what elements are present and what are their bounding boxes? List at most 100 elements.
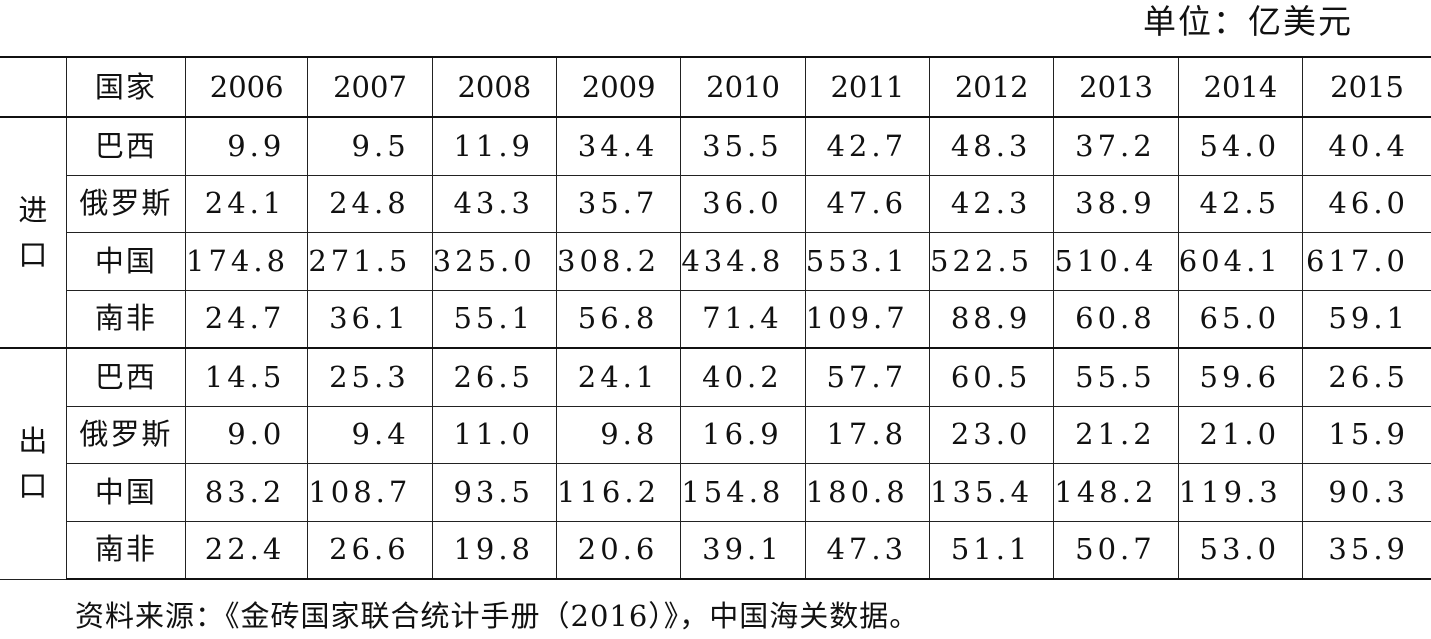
table-row: 中国 83.2 108.7 93.5 116.2 154.8 180.8 135.4 148.2… [0, 463, 1431, 522]
value-cell: 24.1 [184, 175, 308, 233]
value-cell: 16.9 [680, 406, 806, 464]
year-header: 2015 [1302, 56, 1431, 118]
value-cell: 108.7 [307, 463, 433, 522]
value-cell: 60.5 [929, 347, 1054, 407]
value-cell: 109.7 [804, 290, 930, 349]
table-body: 国家 2006 2007 2008 2009 2010 2011 2012 20… [0, 56, 1431, 580]
value-cell: 174.8 [184, 232, 308, 291]
value-cell: 47.6 [804, 175, 930, 233]
value-cell: 55.5 [1053, 347, 1179, 407]
value-cell: 47.3 [804, 521, 930, 580]
year-header: 2014 [1177, 56, 1303, 118]
value-cell: 40.2 [680, 347, 806, 407]
year-header: 2011 [804, 56, 930, 118]
value-cell: 48.3 [929, 116, 1054, 176]
value-cell: 83.2 [184, 463, 308, 522]
value-cell: 42.5 [1177, 175, 1303, 233]
value-cell: 90.3 [1302, 463, 1431, 522]
trade-table: 国家 2006 2007 2008 2009 2010 2011 2012 20… [0, 56, 1431, 580]
value-cell: 21.0 [1177, 406, 1303, 464]
table-row: 进口巴西 9.9 9.5 11.9 34.4 35.5 42.7 48.3 37.2 54.0 40… [0, 116, 1431, 349]
value-cell: 119.3 [1177, 463, 1303, 522]
value-cell: 56.8 [556, 290, 681, 349]
value-cell: 116.2 [556, 463, 681, 522]
value-cell: 42.7 [804, 116, 930, 176]
value-cell: 148.2 [1053, 463, 1179, 522]
value-cell: 154.8 [680, 463, 806, 522]
header-row: 国家 2006 2007 2008 2009 2010 2011 2012 20… [0, 56, 1431, 118]
value-cell: 25.3 [307, 347, 433, 407]
value-cell: 617.0 [1302, 232, 1431, 291]
country-cell: 南非 [65, 521, 186, 580]
value-cell: 34.4 [556, 116, 681, 176]
value-cell: 9.4 [307, 406, 433, 464]
value-cell: 93.5 [431, 463, 557, 522]
value-cell: 38.9 [1053, 175, 1179, 233]
country-cell: 中国 [65, 463, 186, 522]
value-cell: 35.7 [556, 175, 681, 233]
value-cell: 59.6 [1177, 347, 1303, 407]
value-cell: 24.1 [556, 347, 681, 407]
value-cell: 59.1 [1302, 290, 1431, 349]
value-cell: 604.1 [1177, 232, 1303, 291]
country-cell: 巴西 [65, 116, 186, 176]
value-cell: 14.5 [184, 347, 308, 407]
country-cell: 俄罗斯 [65, 175, 186, 233]
group-label: 出口 [0, 347, 67, 580]
value-cell: 434.8 [680, 232, 806, 291]
value-cell: 553.1 [804, 232, 930, 291]
value-cell: 60.8 [1053, 290, 1179, 349]
unit-label: 单位：亿美元 [1143, 2, 1353, 41]
value-cell: 50.7 [1053, 521, 1179, 580]
value-cell: 271.5 [307, 232, 433, 291]
year-header: 2006 [184, 56, 308, 118]
value-cell: 54.0 [1177, 116, 1303, 176]
value-cell: 39.1 [680, 521, 806, 580]
value-cell: 11.0 [431, 406, 557, 464]
value-cell: 26.6 [307, 521, 433, 580]
value-cell: 22.4 [184, 521, 308, 580]
value-cell: 53.0 [1177, 521, 1303, 580]
table-row: 俄罗斯 9.0 9.4 11.0 9.8 16.9 17.8 23.0 21.2 21.0 15.9 [0, 406, 1431, 464]
country-cell: 俄罗斯 [65, 406, 186, 464]
country-cell: 南非 [65, 290, 186, 349]
year-header: 2013 [1053, 56, 1179, 118]
value-cell: 51.1 [929, 521, 1054, 580]
year-header: 2009 [556, 56, 681, 118]
value-cell: 325.0 [431, 232, 557, 291]
value-cell: 26.5 [431, 347, 557, 407]
value-cell: 71.4 [680, 290, 806, 349]
value-cell: 9.5 [307, 116, 433, 176]
value-cell: 37.2 [1053, 116, 1179, 176]
table-row: 南非 24.7 36.1 55.1 56.8 71.4 109.7 88.9 60.8 65.0 5… [0, 290, 1431, 349]
source-note: 资料来源：《金砖国家联合统计手册（2016）》，中国海关数据。 [75, 599, 920, 633]
value-cell: 24.7 [184, 290, 308, 349]
value-cell: 135.4 [929, 463, 1054, 522]
value-cell: 522.5 [929, 232, 1054, 291]
country-cell: 巴西 [65, 347, 186, 407]
value-cell: 55.1 [431, 290, 557, 349]
value-cell: 17.8 [804, 406, 930, 464]
value-cell: 35.9 [1302, 521, 1431, 580]
value-cell: 510.4 [1053, 232, 1179, 291]
year-header: 2008 [431, 56, 557, 118]
value-cell: 180.8 [804, 463, 930, 522]
group-label-text: 出口 [18, 423, 48, 503]
value-cell: 57.7 [804, 347, 930, 407]
value-cell: 20.6 [556, 521, 681, 580]
value-cell: 21.2 [1053, 406, 1179, 464]
value-cell: 35.5 [680, 116, 806, 176]
table-row: 俄罗斯 24.1 24.8 43.3 35.7 36.0 47.6 42.3 38.9 42.5 4… [0, 175, 1431, 233]
value-cell: 26.5 [1302, 347, 1431, 407]
value-cell: 42.3 [929, 175, 1054, 233]
value-cell: 65.0 [1177, 290, 1303, 349]
value-cell: 24.8 [307, 175, 433, 233]
value-cell: 36.0 [680, 175, 806, 233]
value-cell: 40.4 [1302, 116, 1431, 176]
header-country-label: 国家 [65, 56, 186, 118]
value-cell: 15.9 [1302, 406, 1431, 464]
year-header: 2010 [680, 56, 806, 118]
value-cell: 88.9 [929, 290, 1054, 349]
year-header: 2012 [929, 56, 1054, 118]
group-label-text: 进口 [18, 192, 48, 272]
